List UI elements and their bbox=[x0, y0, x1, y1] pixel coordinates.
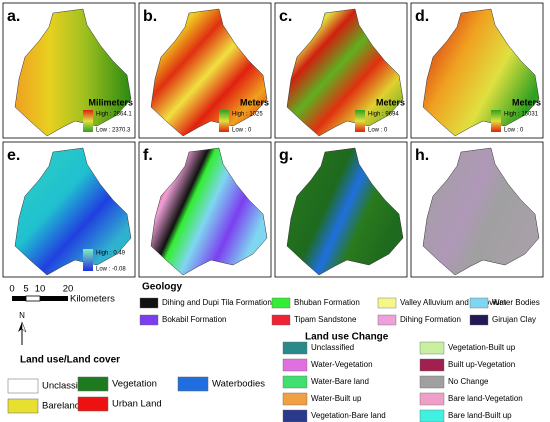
legend-swatch bbox=[271, 314, 291, 326]
scale-bar bbox=[12, 295, 68, 302]
legend-unit: Meters bbox=[376, 97, 405, 107]
map-panel: h. bbox=[410, 141, 544, 278]
legend-item: Dihing Formation bbox=[400, 315, 461, 324]
scale-tick: 0 bbox=[9, 284, 14, 295]
panel-label: e. bbox=[7, 147, 20, 164]
legend-item: Water Bodies bbox=[492, 298, 540, 307]
legend-item: Vegetation-Built up bbox=[448, 343, 516, 352]
legend-item: Bare land-Vegetation bbox=[448, 394, 523, 403]
legend-low: Low : 0 bbox=[368, 128, 388, 134]
map-panel: d. Meters High : 15031 Low : 0 bbox=[410, 2, 544, 139]
legend-swatch bbox=[282, 375, 308, 389]
legend-swatch bbox=[377, 314, 397, 326]
legend-title: Land use Change bbox=[305, 332, 389, 343]
scale-tick: 10 bbox=[35, 284, 46, 295]
legend-high: High : 1025 bbox=[232, 112, 263, 118]
panel-label: h. bbox=[415, 147, 429, 164]
north-label: N bbox=[19, 311, 25, 320]
panel-label: f. bbox=[143, 147, 153, 164]
legend-item: Tipam Sandstone bbox=[294, 315, 357, 324]
panel-label: b. bbox=[143, 8, 157, 25]
legend-high: High : 9694 bbox=[368, 112, 399, 118]
panel-label: d. bbox=[415, 8, 429, 25]
legend-item: Urban Land bbox=[112, 399, 162, 410]
legend-item: Waterbodies bbox=[212, 379, 265, 390]
legend-item: Water-Built up bbox=[311, 394, 362, 403]
map-panel: e. High : 0.49 Low : -0.08 bbox=[2, 141, 136, 278]
legend-item: Bokabil Formation bbox=[162, 315, 226, 324]
legend-item: No Change bbox=[448, 377, 489, 386]
legend-ramp bbox=[355, 110, 365, 132]
legend-unit: Meters bbox=[240, 97, 269, 107]
map-panel: g. bbox=[274, 141, 408, 278]
legend-swatch bbox=[282, 358, 308, 372]
legend-swatch bbox=[7, 398, 39, 414]
north-arrow bbox=[18, 321, 27, 345]
legend-ramp bbox=[491, 110, 501, 132]
legend-item: Water-Bare land bbox=[311, 377, 369, 386]
legend-item: Unclassified bbox=[311, 343, 354, 352]
legend-swatch bbox=[377, 297, 397, 309]
legend-high: High : 2864.1 bbox=[96, 112, 132, 118]
legend-item: Vegetation bbox=[112, 379, 157, 390]
legend-unit: Meters bbox=[512, 97, 541, 107]
scale-tick: 20 bbox=[63, 284, 74, 295]
legend-item: Unclassified bbox=[42, 381, 93, 392]
legend-swatch bbox=[177, 376, 209, 392]
legend-swatch bbox=[469, 314, 489, 326]
legend-ramp bbox=[83, 110, 93, 132]
legend-title: Geology bbox=[142, 282, 182, 293]
legend-high: High : 15031 bbox=[504, 112, 539, 118]
legend-swatch bbox=[419, 392, 445, 406]
map-panel: a. Milimeters High : 2864.1 Low : 2370.3 bbox=[2, 2, 136, 139]
legend-item: Valley Alluvium and Collovium bbox=[400, 298, 506, 307]
legend-title: Land use/Land cover bbox=[20, 355, 120, 366]
legend-low: Low : 0 bbox=[232, 128, 252, 134]
legend-low: Low : 0 bbox=[504, 128, 524, 134]
map-panel: f. bbox=[138, 141, 272, 278]
panel-label: c. bbox=[279, 8, 292, 25]
legend-swatch bbox=[419, 409, 445, 422]
legend-swatch bbox=[469, 297, 489, 309]
legend-swatch bbox=[7, 378, 39, 394]
legend-item: Bhuban Formation bbox=[294, 298, 360, 307]
legend-item: Bare land-Built up bbox=[448, 411, 512, 420]
legend-ramp bbox=[83, 249, 93, 271]
legend-item: Dihing and Dupi Tila Formation bbox=[162, 298, 272, 307]
panel-label: g. bbox=[279, 147, 293, 164]
scale-unit: Kilometers bbox=[70, 294, 115, 305]
legend-swatch bbox=[419, 375, 445, 389]
legend-swatch bbox=[271, 297, 291, 309]
legend-swatch bbox=[419, 341, 445, 355]
legend-unit: Milimeters bbox=[88, 97, 133, 107]
legend-swatch bbox=[139, 297, 159, 309]
legend-ramp bbox=[219, 110, 229, 132]
legend-item: Water-Vegetation bbox=[311, 360, 373, 369]
legend-swatch bbox=[419, 358, 445, 372]
legend-swatch bbox=[282, 409, 308, 422]
map-panel: c. Meters High : 9694 Low : 0 bbox=[274, 2, 408, 139]
legend-item: Built up-Vegetation bbox=[448, 360, 515, 369]
legend-low: Low : -0.08 bbox=[96, 267, 126, 273]
legend-item: Bareland bbox=[42, 401, 80, 412]
scale-tick: 5 bbox=[23, 284, 28, 295]
legend-swatch bbox=[77, 396, 109, 412]
legend-item: Vegetation-Bare land bbox=[311, 411, 386, 420]
legend-high: High : 0.49 bbox=[96, 251, 126, 257]
panel-label: a. bbox=[7, 8, 20, 25]
legend-swatch bbox=[282, 392, 308, 406]
legend-item: Girujan Clay bbox=[492, 315, 536, 324]
map-panel: b. Meters High : 1025 Low : 0 bbox=[138, 2, 272, 139]
legend-swatch bbox=[77, 376, 109, 392]
legend-swatch bbox=[139, 314, 159, 326]
legend-swatch bbox=[282, 341, 308, 355]
legend-low: Low : 2370.3 bbox=[96, 128, 131, 134]
